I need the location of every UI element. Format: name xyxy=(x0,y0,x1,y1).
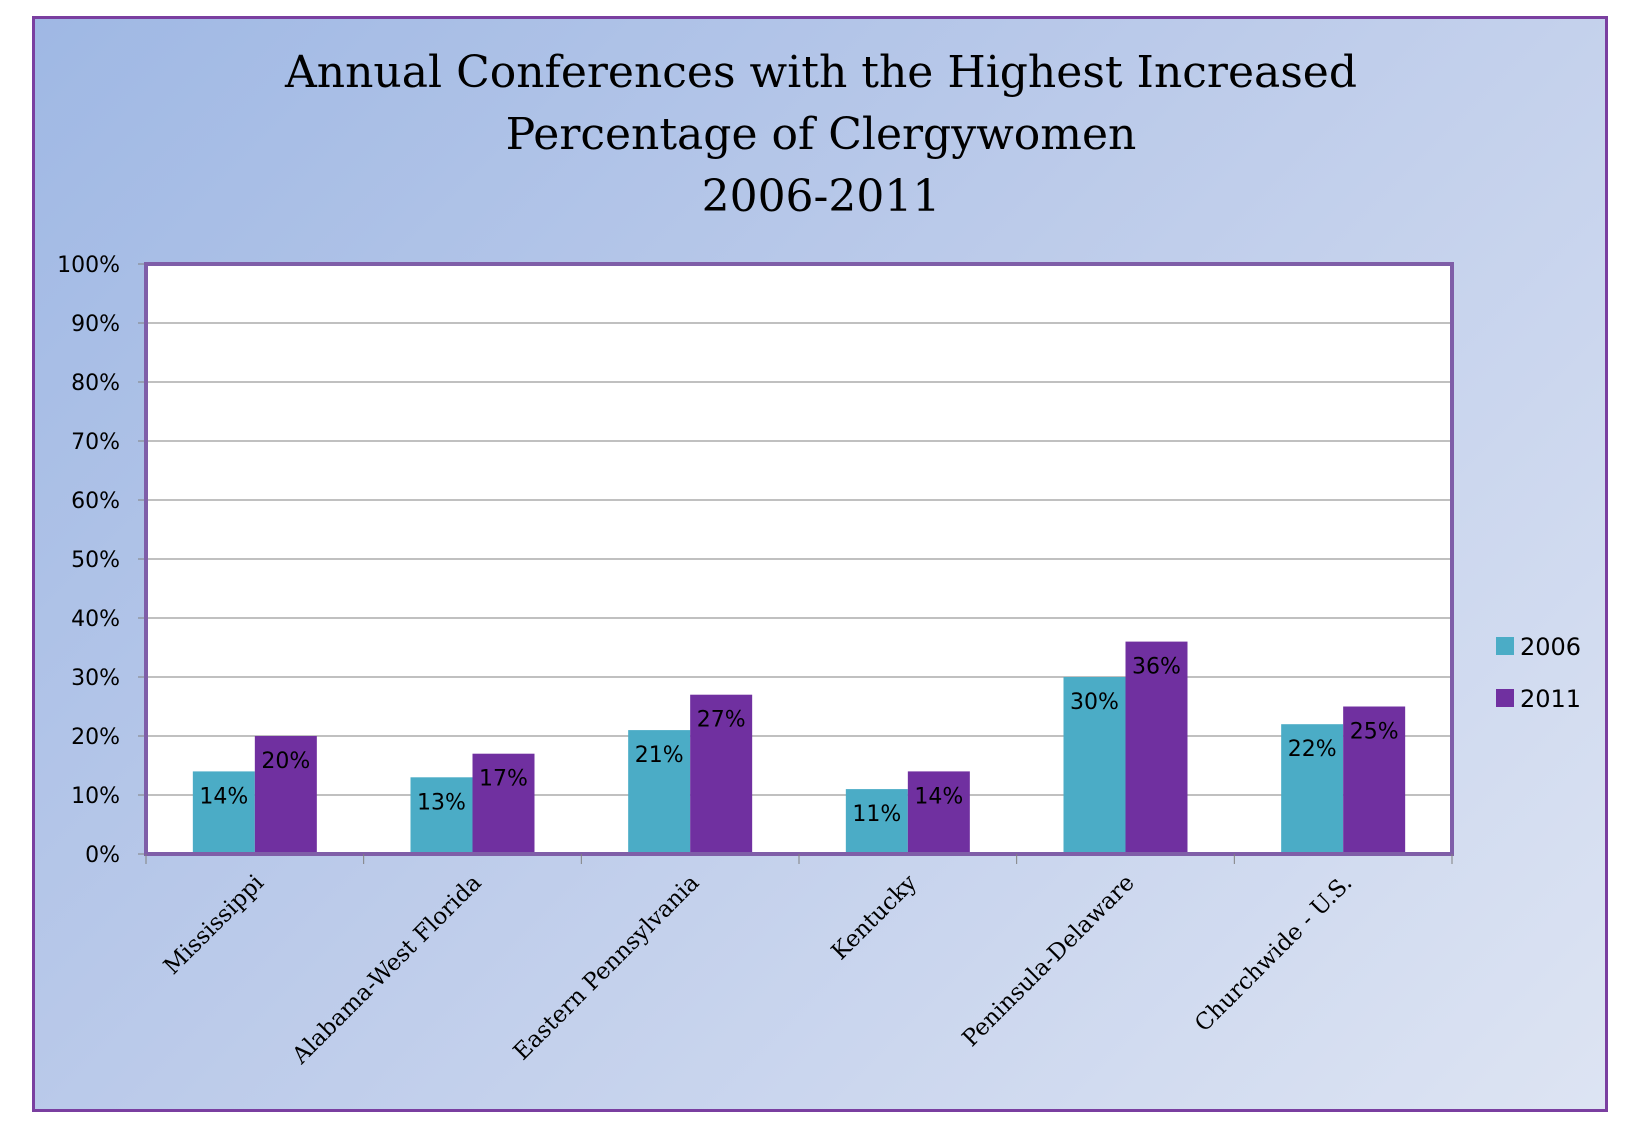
data-label-2006: 13% xyxy=(417,790,466,815)
bar-2006 xyxy=(845,789,908,854)
bar-2011 xyxy=(472,753,535,854)
data-label-2006: 21% xyxy=(635,743,684,768)
x-category-label: Peninsula-Delaware xyxy=(958,870,1140,1052)
y-tick-label: 100% xyxy=(57,253,120,278)
bar-2006 xyxy=(192,771,255,854)
bar-2011 xyxy=(1343,706,1406,854)
y-tick-label: 0% xyxy=(85,843,120,868)
data-label-2006: 11% xyxy=(852,802,901,827)
y-tick-label: 50% xyxy=(71,548,120,573)
data-label-2011: 20% xyxy=(261,749,310,774)
legend: 2006 2011 xyxy=(1496,633,1581,713)
x-axis: Mississippi Alabama-West Florida Eastern P… xyxy=(145,854,1453,1070)
y-tick-label: 10% xyxy=(71,784,120,809)
data-label-2006: 14% xyxy=(199,784,248,809)
y-axis-ticks: 0% 10% 20% 30% 40% 50% 60% 70% 80% 90% 100% xyxy=(57,253,146,868)
bar-2011 xyxy=(690,694,753,854)
data-label-2011: 14% xyxy=(914,784,963,809)
x-category-label: Churchwide - U.S. xyxy=(1190,870,1357,1037)
legend-label-2006: 2006 xyxy=(1520,633,1581,661)
chart-title: Annual Conferences with the Highest Incr… xyxy=(284,47,1357,222)
chart-title-line-2: Percentage of Clergywomen xyxy=(506,109,1137,160)
y-tick-label: 80% xyxy=(71,371,120,396)
x-category-label: Kentucky xyxy=(827,870,922,965)
x-category-label: Eastern Pennsylvania xyxy=(509,870,705,1066)
bar-2006 xyxy=(410,777,473,854)
y-tick-label: 30% xyxy=(71,666,120,691)
legend-label-2011: 2011 xyxy=(1520,685,1581,713)
chart-title-line-1: Annual Conferences with the Highest Incr… xyxy=(284,47,1357,98)
legend-swatch-2011 xyxy=(1496,689,1514,707)
data-label-2011: 25% xyxy=(1350,720,1399,745)
legend-swatch-2006 xyxy=(1496,637,1514,655)
data-label-2011: 17% xyxy=(479,767,528,792)
x-category-label: Alabama-West Florida xyxy=(287,870,487,1070)
data-label-2011: 36% xyxy=(1132,655,1181,680)
bars xyxy=(192,641,1406,854)
chart-title-line-3: 2006-2011 xyxy=(702,171,941,222)
bar-2011 xyxy=(254,736,317,854)
data-labels: 14% 20% 13% 17% 21% 27% 11% 14% 30% 36% 22% 25% xyxy=(199,655,1398,828)
bar-2011 xyxy=(907,771,970,854)
data-label-2006: 30% xyxy=(1070,690,1119,715)
y-tick-label: 40% xyxy=(71,607,120,632)
bar-2006 xyxy=(628,730,691,854)
y-tick-label: 90% xyxy=(71,312,120,337)
bar-2006 xyxy=(1063,677,1126,854)
x-category-label: Mississippi xyxy=(159,870,269,980)
data-label-2006: 22% xyxy=(1288,737,1337,762)
y-tick-label: 60% xyxy=(71,489,120,514)
y-tick-label: 70% xyxy=(71,430,120,455)
gridlines xyxy=(146,322,1452,796)
bar-2006 xyxy=(1281,724,1344,854)
y-tick-label: 20% xyxy=(71,725,120,750)
data-label-2011: 27% xyxy=(697,708,746,733)
bar-2011 xyxy=(1125,641,1188,854)
